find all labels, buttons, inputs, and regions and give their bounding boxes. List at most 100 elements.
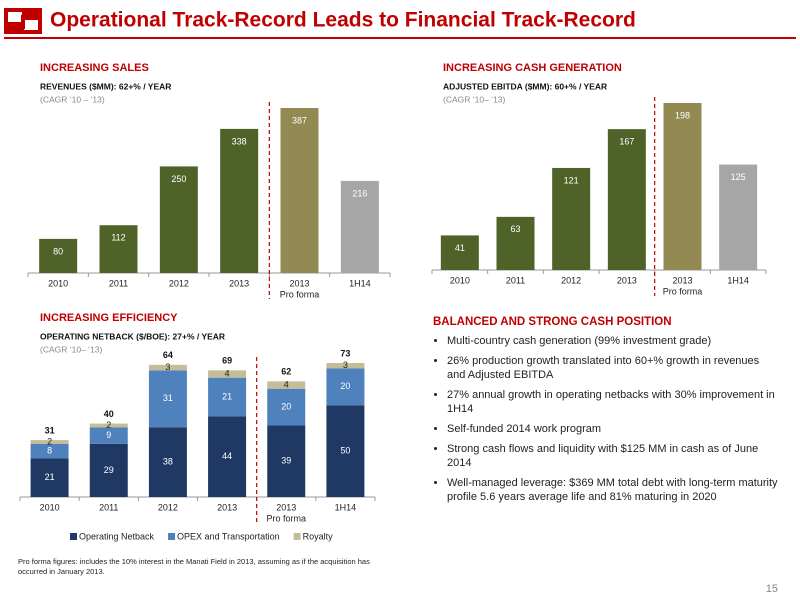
bar-segment — [208, 377, 247, 417]
x-tick-label: 2013 — [276, 502, 296, 512]
bar-segment — [30, 443, 69, 459]
value-label: 338 — [232, 136, 247, 146]
value-label: 216 — [352, 188, 367, 198]
page-number: 15 — [766, 583, 778, 595]
value-label: 3 — [165, 362, 170, 372]
x-tick-label: 2010 — [450, 275, 470, 285]
section-heading: INCREASING SALES — [40, 62, 149, 74]
bullet: 26% production growth translated into 60… — [447, 354, 778, 382]
bar-segment — [30, 458, 69, 497]
value-label: 250 — [171, 174, 186, 184]
chart-subtitle: (CAGR ‘10– ‘13) — [40, 344, 103, 354]
value-label: 198 — [675, 110, 690, 120]
x-tick-label: Pro forma — [280, 289, 320, 299]
bar-segment — [326, 368, 365, 406]
x-tick-label: 2010 — [40, 502, 60, 512]
x-tick-label: 2013 — [229, 278, 249, 288]
bullet: Multi-country cash generation (99% inves… — [447, 334, 778, 348]
bar-segment — [326, 363, 365, 369]
legend-swatch — [168, 533, 176, 540]
value-label: 8 — [47, 445, 52, 455]
value-label: 20 — [281, 401, 291, 411]
bullet: 27% annual growth in operating netbacks … — [447, 388, 778, 416]
total-label: 69 — [222, 356, 232, 366]
bar-segment — [148, 370, 187, 428]
x-tick-label: 2013 — [672, 275, 692, 285]
value-label: 31 — [163, 393, 173, 403]
logo — [4, 8, 42, 34]
bar — [607, 129, 646, 270]
x-tick-label: 2011 — [506, 275, 525, 285]
value-label: 41 — [455, 243, 465, 253]
value-label: 2 — [106, 420, 111, 430]
x-tick-label: Pro forma — [663, 286, 703, 296]
value-label: 4 — [284, 379, 289, 389]
bar — [159, 166, 198, 273]
x-tick-label: 1H14 — [349, 278, 371, 288]
x-tick-label: 2011 — [99, 502, 118, 512]
x-tick-label: 2012 — [169, 278, 189, 288]
bar — [719, 164, 758, 270]
total-label: 31 — [45, 425, 55, 435]
legend-swatch — [70, 533, 77, 540]
value-label: 387 — [292, 115, 307, 125]
legend-label: Operating Netback — [79, 531, 155, 541]
value-label: 21 — [45, 472, 55, 482]
value-label: 63 — [510, 224, 520, 234]
value-label: 167 — [619, 137, 634, 147]
bar — [340, 180, 379, 273]
bar — [39, 238, 78, 273]
x-tick-label: 2012 — [158, 502, 178, 512]
legend-label: OPEX and Transportation — [177, 531, 280, 541]
value-label: 121 — [564, 175, 579, 185]
total-label: 64 — [163, 350, 173, 360]
section-heading: INCREASING EFFICIENCY — [40, 312, 178, 324]
bullet: Strong cash flows and liquidity with $12… — [447, 442, 778, 470]
bar-segment — [89, 427, 128, 444]
bar-segment — [148, 427, 187, 497]
footnote: Pro forma figures: includes the 10% inte… — [18, 557, 370, 576]
bar-segment — [208, 416, 247, 497]
value-label: 4 — [225, 368, 230, 378]
value-label: 39 — [281, 456, 291, 466]
chart-subtitle: (CAGR ‘10– ‘13) — [443, 94, 506, 104]
value-label: 44 — [222, 451, 232, 461]
value-label: 80 — [53, 246, 63, 256]
legend-label: Royalty — [303, 531, 334, 541]
x-tick-label: 2012 — [561, 275, 581, 285]
bar-segment — [267, 425, 306, 497]
chart-title: OPERATING NETBACK ($/BOE): 27+% / YEAR — [40, 331, 225, 341]
value-label: 21 — [222, 391, 232, 401]
value-label: 50 — [340, 445, 350, 455]
total-label: 73 — [340, 348, 350, 358]
chart-title: REVENUES ($MM): 62+% / YEAR — [40, 81, 171, 91]
bar — [440, 235, 479, 270]
x-tick-label: 2013 — [289, 278, 309, 288]
value-label: 125 — [731, 172, 746, 182]
bar — [496, 216, 535, 270]
bar-segment — [326, 405, 365, 497]
bar-segment — [267, 388, 306, 426]
value-label: 29 — [104, 465, 114, 475]
bar — [663, 103, 702, 270]
total-label: 62 — [281, 367, 291, 377]
total-label: 40 — [104, 409, 114, 419]
value-label: 112 — [111, 233, 125, 243]
cash-panel: BALANCED AND STRONG CASH POSITION Multi-… — [433, 316, 778, 510]
bar-segment — [267, 381, 306, 389]
bar — [552, 167, 591, 270]
value-label: 9 — [106, 430, 111, 440]
x-tick-label: 2010 — [48, 278, 68, 288]
bullet: Well-managed leverage: $369 MM total deb… — [447, 476, 778, 504]
panel-heading: BALANCED AND STRONG CASH POSITION — [433, 316, 672, 328]
bar — [280, 108, 319, 273]
value-label: 20 — [340, 381, 350, 391]
value-label: 38 — [163, 456, 173, 466]
bullet-list: Multi-country cash generation (99% inves… — [433, 334, 778, 504]
x-tick-label: 2013 — [617, 275, 637, 285]
slide-title: Operational Track-Record Leads to Financ… — [50, 9, 636, 32]
bullet: Self-funded 2014 work program — [447, 422, 778, 436]
bar — [220, 128, 259, 273]
bar — [99, 225, 138, 273]
